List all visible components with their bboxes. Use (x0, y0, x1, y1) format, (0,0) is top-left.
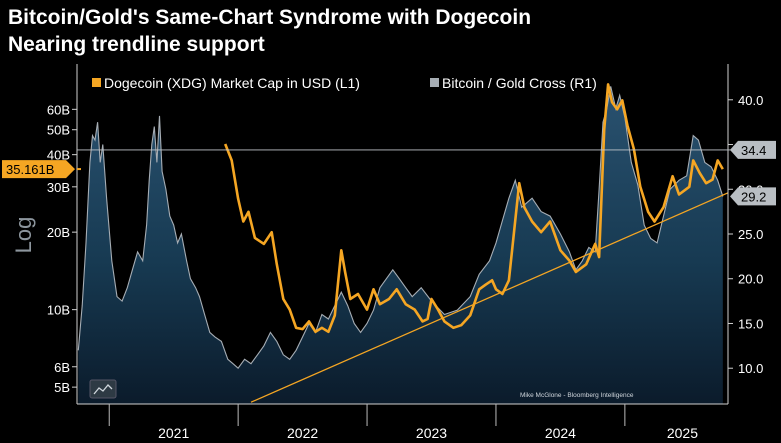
attribution: Mike McGlone - Bloomberg Intelligence (520, 392, 634, 399)
legend: Dogecoin (XDG) Market Cap in USD (L1) Bi… (92, 75, 597, 91)
legend-label-bitcoin-gold: Bitcoin / Gold Cross (R1) (442, 75, 597, 91)
right-tick-label: 25.0 (738, 227, 763, 242)
left-tick-label: 6B (54, 360, 70, 375)
chart-type-button-bg[interactable] (89, 379, 117, 399)
legend-swatch-bitcoin-gold (430, 78, 439, 87)
right-tick-label: 20.0 (738, 272, 763, 287)
x-tick-label: 2023 (416, 425, 447, 441)
left-axis-title: Log (11, 217, 36, 254)
x-tick-label: 2025 (667, 425, 698, 441)
reference-value-label: 34.4 (741, 143, 766, 158)
right-tick-label: 10.0 (738, 361, 763, 376)
chart-type-button[interactable] (89, 379, 117, 399)
right-tick-label: 15.0 (738, 316, 763, 331)
x-tick-label: 2022 (287, 425, 318, 441)
legend-label-dogecoin: Dogecoin (XDG) Market Cap in USD (L1) (104, 75, 360, 91)
left-tick-label: 30B (47, 180, 70, 195)
left-tick-label: 40B (47, 148, 70, 163)
dogecoin-last-value-tag (2, 160, 75, 179)
left-tick-label: 60B (47, 102, 70, 117)
title-line-1: Bitcoin/Gold's Same-Chart Syndrome with … (8, 6, 532, 29)
trendline (250, 192, 728, 403)
plot-area (77, 83, 728, 404)
left-tick-label: 20B (47, 225, 70, 240)
title-line-2: Nearing trendline support (8, 33, 265, 56)
bitcoin-gold-last-value-tag (730, 187, 776, 206)
legend-swatch-dogecoin (92, 78, 101, 87)
reference-value-tag (730, 140, 776, 159)
dogecoin-line (223, 83, 724, 334)
x-tick-label: 2021 (158, 425, 189, 441)
chart-title: Bitcoin/Gold's Same-Chart Syndrome with … (8, 4, 531, 58)
bitcoin-gold-last-value-label: 29.2 (741, 189, 766, 204)
axes: 5B6B10B20B30B40B50B60B10.015.020.025.030… (47, 64, 763, 441)
left-tick-label: 10B (47, 303, 70, 318)
bitcoin-gold-area (78, 86, 723, 404)
line-chart-icon (93, 384, 113, 395)
dogecoin-last-value-label: 35.161B (6, 162, 54, 177)
x-tick-label: 2024 (545, 425, 576, 441)
left-tick-label: 5B (54, 380, 70, 395)
right-tick-label: 40.0 (738, 93, 763, 108)
left-tick-label: 50B (47, 123, 70, 138)
